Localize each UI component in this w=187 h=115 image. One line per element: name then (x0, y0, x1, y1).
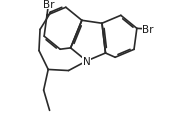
Text: Br: Br (43, 0, 54, 10)
Text: Br: Br (142, 25, 154, 35)
Text: N: N (83, 56, 91, 66)
